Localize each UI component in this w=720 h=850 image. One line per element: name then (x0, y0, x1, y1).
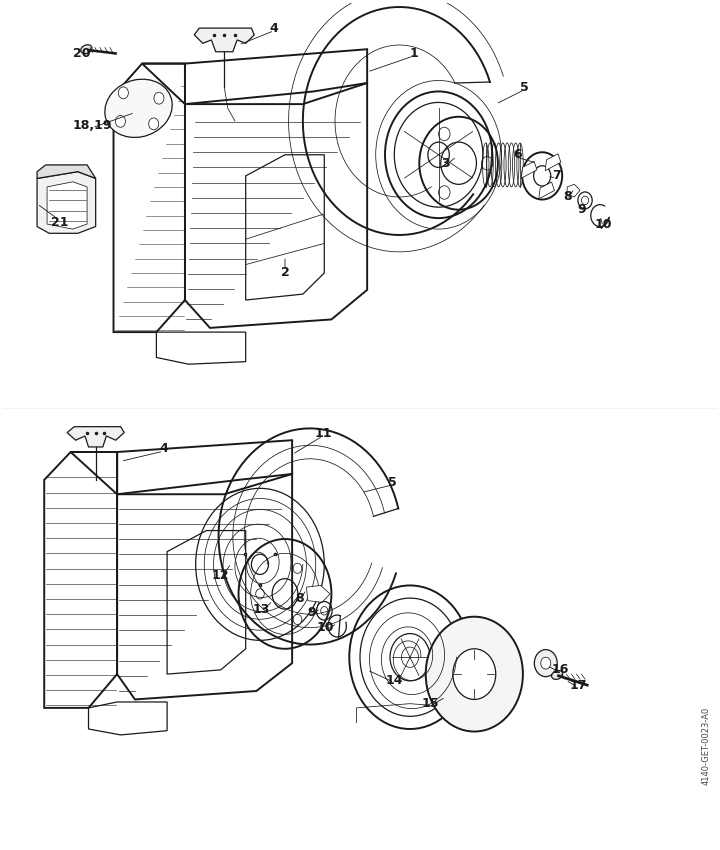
Circle shape (426, 617, 523, 732)
Text: 13: 13 (253, 603, 270, 615)
Text: 12: 12 (212, 569, 230, 581)
Circle shape (115, 116, 125, 128)
Polygon shape (37, 165, 96, 178)
Text: 21: 21 (51, 216, 68, 229)
Text: 4: 4 (270, 21, 279, 35)
Text: 20: 20 (73, 47, 90, 60)
Text: 9: 9 (307, 606, 316, 619)
Text: 7: 7 (552, 169, 561, 183)
Text: 5: 5 (520, 81, 528, 94)
Polygon shape (47, 182, 87, 230)
Polygon shape (567, 184, 580, 197)
Text: 10: 10 (594, 218, 612, 230)
Circle shape (118, 87, 128, 99)
Circle shape (256, 589, 264, 599)
Text: 8: 8 (563, 190, 572, 203)
Text: 17: 17 (569, 678, 587, 692)
Ellipse shape (552, 671, 563, 679)
Text: 9: 9 (577, 203, 586, 216)
Polygon shape (545, 154, 561, 171)
Circle shape (453, 649, 496, 700)
Polygon shape (194, 28, 254, 52)
Circle shape (293, 564, 302, 574)
Polygon shape (67, 427, 125, 447)
Text: 10: 10 (317, 621, 335, 634)
Text: 8: 8 (295, 592, 304, 604)
Polygon shape (307, 586, 330, 603)
Circle shape (148, 118, 158, 130)
Text: 1: 1 (409, 47, 418, 60)
Polygon shape (37, 172, 96, 233)
Text: 5: 5 (388, 476, 397, 489)
Circle shape (154, 93, 164, 104)
Text: 3: 3 (441, 156, 450, 170)
Text: 11: 11 (314, 427, 332, 440)
Text: 4: 4 (159, 442, 168, 455)
Text: 14: 14 (385, 673, 403, 687)
Text: 2: 2 (281, 267, 289, 280)
Circle shape (293, 615, 302, 625)
Circle shape (534, 649, 557, 677)
Text: 4140-GET-0023-A0: 4140-GET-0023-A0 (701, 706, 711, 785)
Polygon shape (539, 182, 554, 199)
Text: 18,19: 18,19 (72, 119, 112, 132)
Text: 6: 6 (513, 148, 521, 162)
Ellipse shape (105, 79, 172, 138)
Text: 16: 16 (552, 663, 569, 677)
Circle shape (541, 657, 551, 669)
Ellipse shape (81, 45, 92, 54)
Text: 15: 15 (421, 697, 438, 710)
Polygon shape (521, 162, 537, 178)
